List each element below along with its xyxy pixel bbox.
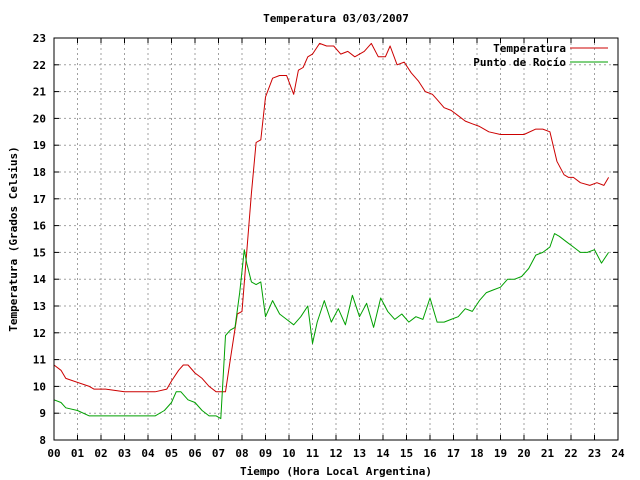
x-tick-label: 18 xyxy=(470,447,483,460)
x-tick-label: 03 xyxy=(118,447,131,460)
x-tick-label: 19 xyxy=(494,447,507,460)
y-axis-label: Temperatura (Grados Celsius) xyxy=(7,146,20,331)
punto-de-rocio-line xyxy=(53,233,610,420)
x-tick-label: 16 xyxy=(423,447,437,460)
y-tick-label: 22 xyxy=(33,59,46,72)
y-tick-label: 21 xyxy=(33,86,47,99)
y-tick-label: 20 xyxy=(33,112,46,125)
x-tick-label: 20 xyxy=(517,447,530,460)
y-tick-label: 19 xyxy=(33,139,46,152)
x-tick-label: 21 xyxy=(541,447,555,460)
x-tick-label: 05 xyxy=(165,447,178,460)
x-tick-label: 13 xyxy=(353,447,366,460)
y-tick-label: 11 xyxy=(33,354,47,367)
x-tick-label: 09 xyxy=(259,447,272,460)
y-tick-label: 8 xyxy=(39,434,46,447)
x-tick-label: 15 xyxy=(400,447,413,460)
x-tick-label: 23 xyxy=(588,447,601,460)
legend-label-temperatura: Temperatura xyxy=(493,42,566,55)
y-tick-label: 9 xyxy=(39,407,46,420)
series-lines xyxy=(53,42,610,420)
x-tick-label: 11 xyxy=(306,447,320,460)
x-tick-label: 17 xyxy=(447,447,460,460)
temperatura-line xyxy=(53,42,610,393)
x-tick-label: 06 xyxy=(188,447,202,460)
axis-ticks xyxy=(53,37,619,441)
y-tick-label: 13 xyxy=(33,300,46,313)
grid xyxy=(54,38,618,440)
y-tick-label: 14 xyxy=(33,273,47,286)
x-tick-label: 24 xyxy=(611,447,625,460)
x-tick-label: 02 xyxy=(94,447,107,460)
x-tick-label: 10 xyxy=(282,447,295,460)
x-tick-label: 01 xyxy=(71,447,85,460)
y-tick-label: 10 xyxy=(33,380,46,393)
x-tick-label: 07 xyxy=(212,447,225,460)
x-tick-label: 08 xyxy=(235,447,248,460)
y-tick-label: 23 xyxy=(33,32,46,45)
y-tick-label: 16 xyxy=(33,220,47,233)
x-tick-label: 22 xyxy=(564,447,577,460)
x-tick-labels: 00 01 02 03 04 05 06 07 08 09 10 11 12 13 14 15 16 17 18 19… xyxy=(47,447,625,460)
y-tick-label: 15 xyxy=(33,246,46,259)
y-tick-label: 18 xyxy=(33,166,46,179)
y-tick-labels: 8 9 10 11 12 13 14 15 16 17 18 19 20 21 22 23 xyxy=(33,32,47,447)
x-axis-label: Tiempo (Hora Local Argentina) xyxy=(240,465,432,478)
legend: Temperatura Punto de Rocío xyxy=(473,42,608,69)
y-tick-label: 17 xyxy=(33,193,46,206)
y-tick-label: 12 xyxy=(33,327,46,340)
x-tick-label: 04 xyxy=(141,447,155,460)
x-tick-label: 00 xyxy=(47,447,60,460)
x-tick-label: 14 xyxy=(376,447,390,460)
legend-label-punto-de-rocio: Punto de Rocío xyxy=(473,56,566,69)
x-tick-label: 12 xyxy=(329,447,342,460)
chart-title: Temperatura 03/03/2007 xyxy=(263,12,409,25)
